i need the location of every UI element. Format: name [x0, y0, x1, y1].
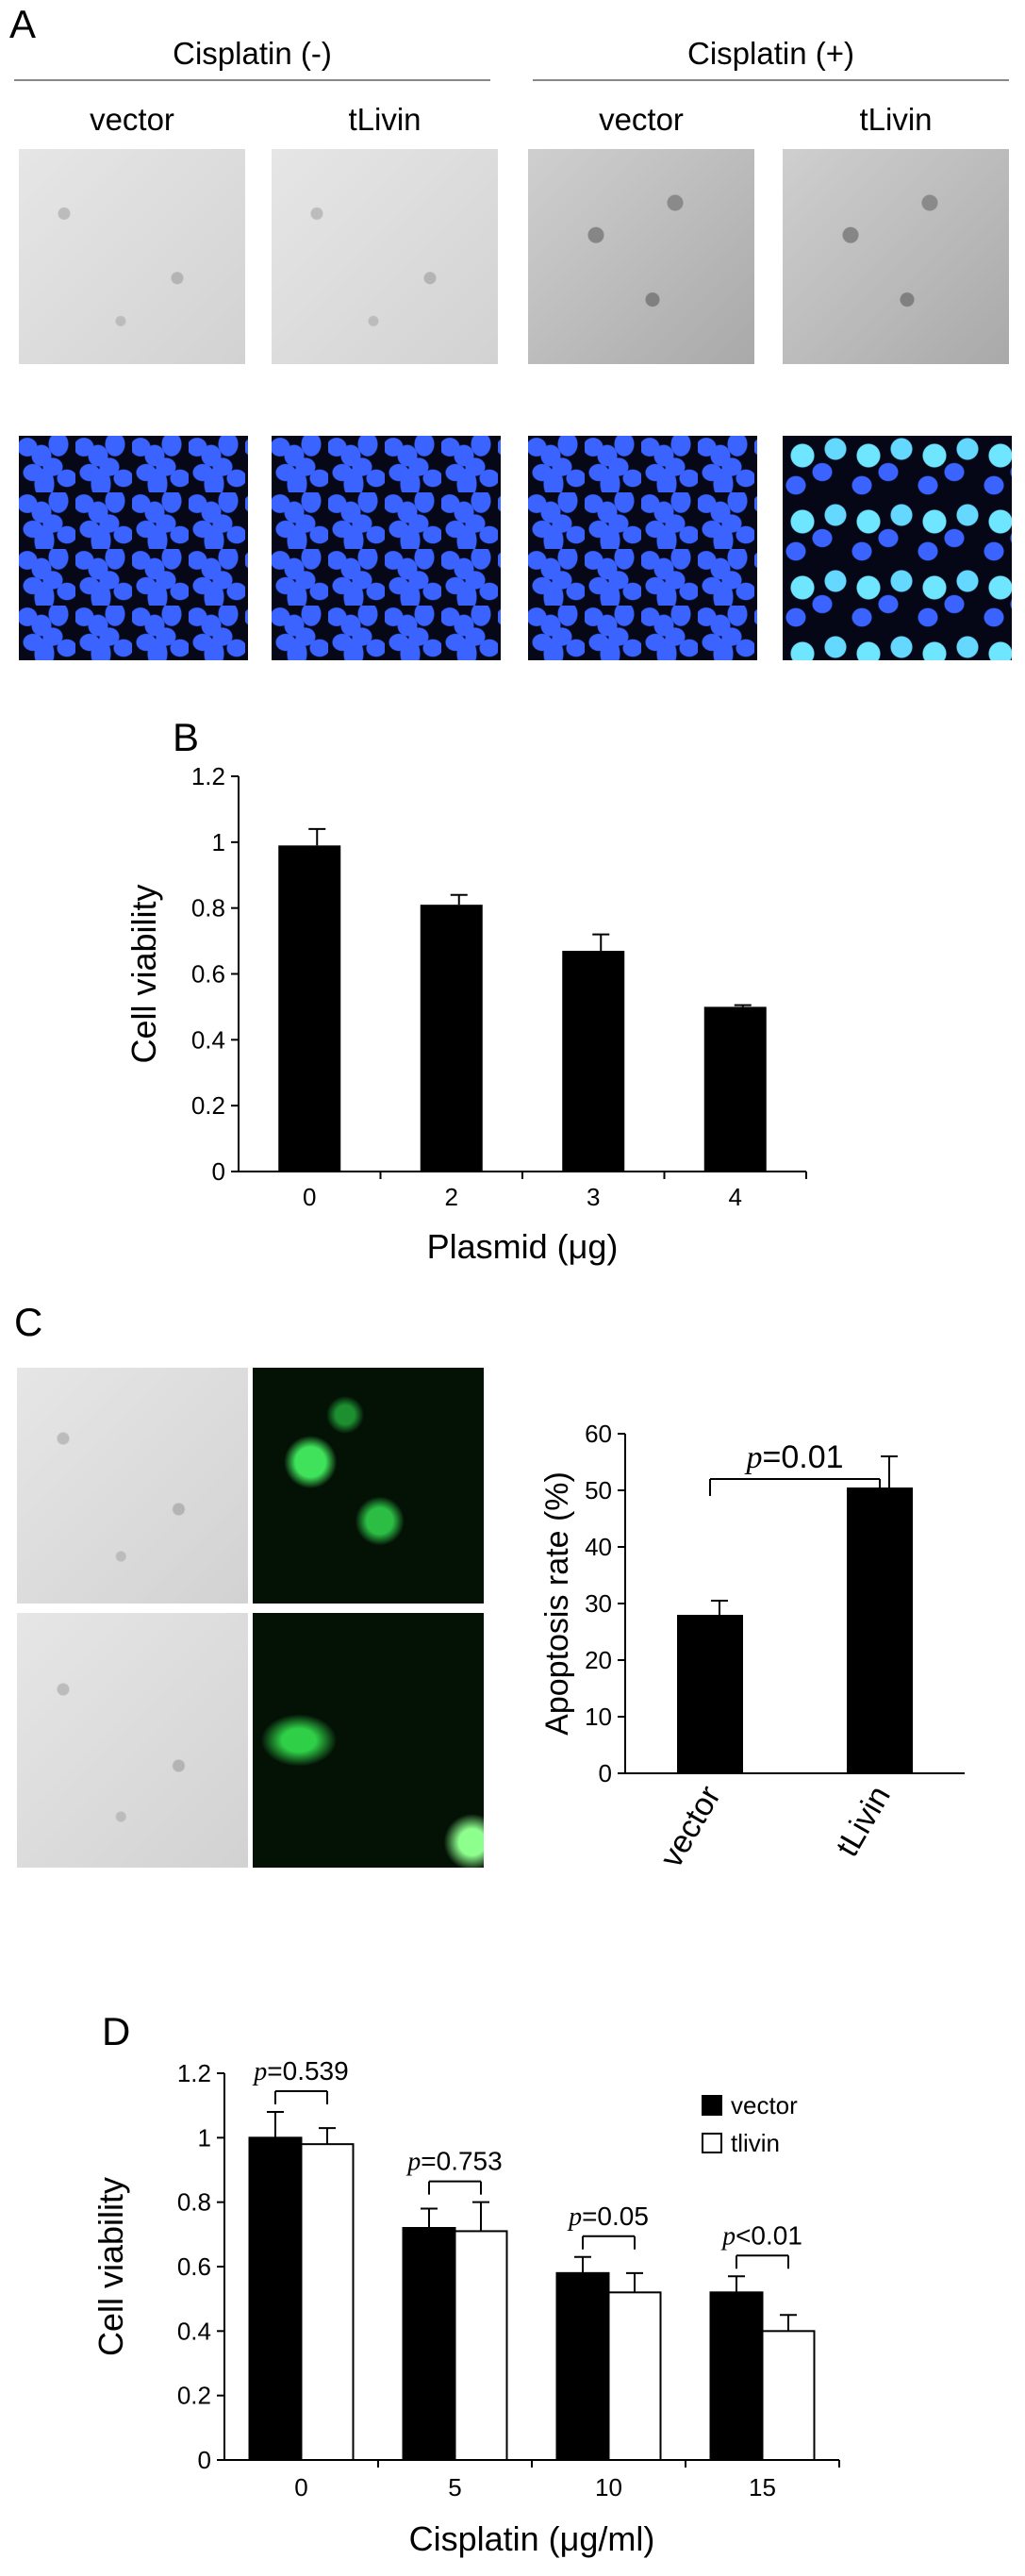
- x-tick-label: 15: [749, 2473, 776, 2501]
- fluorescence-image-c-bottom: [253, 1613, 484, 1868]
- panel-a-letter: A: [9, 2, 37, 46]
- bar: [562, 951, 625, 1172]
- brightfield-image-vector-pos: [528, 149, 754, 364]
- y-tick-label: 0.2: [177, 2382, 211, 2410]
- group-rule-negative: [14, 79, 490, 81]
- bar-tlivin: [607, 2291, 662, 2462]
- bar-vector: [555, 2271, 610, 2461]
- brightfield-image-tlivin-pos: [783, 149, 1009, 364]
- column-label-vector-neg: vector: [90, 102, 174, 137]
- y-tick-label: 0: [212, 1157, 225, 1186]
- x-tick-label: 4: [729, 1183, 742, 1211]
- dapi-image-vector-neg: [19, 436, 248, 660]
- x-axis-label: Plasmid (μg): [427, 1227, 619, 1266]
- bar: [703, 1006, 767, 1172]
- x-tick-label: 3: [587, 1183, 600, 1211]
- y-tick-label: 0: [198, 2446, 211, 2474]
- dapi-image-tlivin-pos: [783, 436, 1012, 660]
- y-tick-label: 1.2: [177, 2059, 211, 2087]
- y-tick-label: 60: [585, 1420, 612, 1448]
- p-value-annotation: p=0.539: [252, 2056, 348, 2086]
- legend-swatch-tlivin: [702, 2133, 722, 2153]
- column-label-tlivin-neg: tLivin: [348, 102, 422, 137]
- group-rule-positive: [533, 79, 1009, 81]
- y-tick-label: 0.2: [191, 1091, 225, 1120]
- y-axis-label: Cell viability: [124, 884, 163, 1063]
- y-tick-label: 1: [198, 2123, 211, 2152]
- bar-tlivin: [300, 2143, 355, 2462]
- brightfield-image-tlivin-neg: [272, 149, 498, 364]
- bar-tlivin: [454, 2230, 508, 2461]
- bar-vector: [248, 2136, 303, 2461]
- y-axis-label: Apoptosis rate (%): [539, 1471, 575, 1736]
- dapi-image-vector-pos: [528, 436, 757, 660]
- legend-label-vector: vector: [731, 2091, 798, 2119]
- brightfield-image-c-top: [17, 1368, 248, 1604]
- panel-c-letter: C: [14, 1300, 43, 1344]
- x-tick-label: 5: [448, 2473, 461, 2501]
- x-axis-label: Cisplatin (μg/ml): [409, 2519, 655, 2558]
- chart-b: 0 0.2 0.4 0.6 0.8 1 1.2 0 2 3 4 Plasmid (μg) Cell vi…: [124, 762, 807, 1266]
- y-tick-label: 1.2: [191, 762, 225, 790]
- p-value-annotation: p=0.05: [567, 2202, 649, 2232]
- bar: [847, 1487, 913, 1773]
- legend-label-tlivin: tlivin: [731, 2129, 780, 2157]
- group-label-cisplatin-positive: Cisplatin (+): [687, 36, 854, 71]
- y-tick-label: 10: [585, 1703, 612, 1731]
- legend-swatch-vector: [702, 2095, 722, 2116]
- fluorescence-image-c-top: [253, 1368, 484, 1604]
- y-tick-label: 0.4: [191, 1025, 225, 1054]
- x-tick-label: tLivin: [829, 1780, 898, 1863]
- x-tick-label: 0: [294, 2473, 307, 2501]
- y-tick-label: 0.8: [177, 2188, 211, 2217]
- p-value-annotation: p=0.01: [744, 1439, 843, 1475]
- chart-d: 0 0.2 0.4 0.6 0.8 1 1.2 p=0.539 0 p=0.753 5 p=0.05 1…: [91, 2056, 840, 2558]
- dapi-image-tlivin-neg: [272, 436, 501, 660]
- brightfield-image-c-bottom: [17, 1613, 248, 1868]
- panel-d-letter: D: [102, 2009, 131, 2053]
- bar: [420, 905, 483, 1172]
- column-label-vector-pos: vector: [599, 102, 684, 137]
- x-tick-label: vector: [653, 1780, 728, 1873]
- p-value-annotation: p=0.753: [405, 2147, 502, 2177]
- p-value-annotation: p<0.01: [720, 2220, 802, 2251]
- bar-tlivin: [761, 2330, 816, 2462]
- group-label-cisplatin-negative: Cisplatin (-): [173, 36, 332, 71]
- bar: [677, 1615, 743, 1773]
- y-tick-label: 50: [585, 1476, 612, 1504]
- y-tick-label: 0: [599, 1759, 612, 1787]
- column-label-tlivin-pos: tLivin: [859, 102, 933, 137]
- y-tick-label: 0.6: [191, 960, 225, 989]
- x-tick-label: 0: [303, 1183, 316, 1211]
- y-tick-label: 0.6: [177, 2252, 211, 2281]
- bar-vector: [402, 2227, 456, 2461]
- y-tick-label: 1: [212, 828, 225, 856]
- bar: [278, 845, 341, 1172]
- panel-b-letter: B: [173, 715, 200, 759]
- y-tick-label: 30: [585, 1589, 612, 1618]
- y-axis-label: Cell viability: [91, 2177, 130, 2356]
- y-tick-label: 40: [585, 1533, 612, 1561]
- brightfield-image-vector-neg: [19, 149, 245, 364]
- x-tick-label: 10: [595, 2473, 622, 2501]
- bar-vector: [709, 2291, 764, 2462]
- x-tick-label: 2: [445, 1183, 458, 1211]
- y-tick-label: 0.8: [191, 894, 225, 922]
- y-tick-label: 20: [585, 1646, 612, 1674]
- chart-c: 0 10 20 30 40 50 60 vector tLivin p=0.01 Apoptosis…: [539, 1420, 965, 1873]
- y-tick-label: 0.4: [177, 2317, 211, 2345]
